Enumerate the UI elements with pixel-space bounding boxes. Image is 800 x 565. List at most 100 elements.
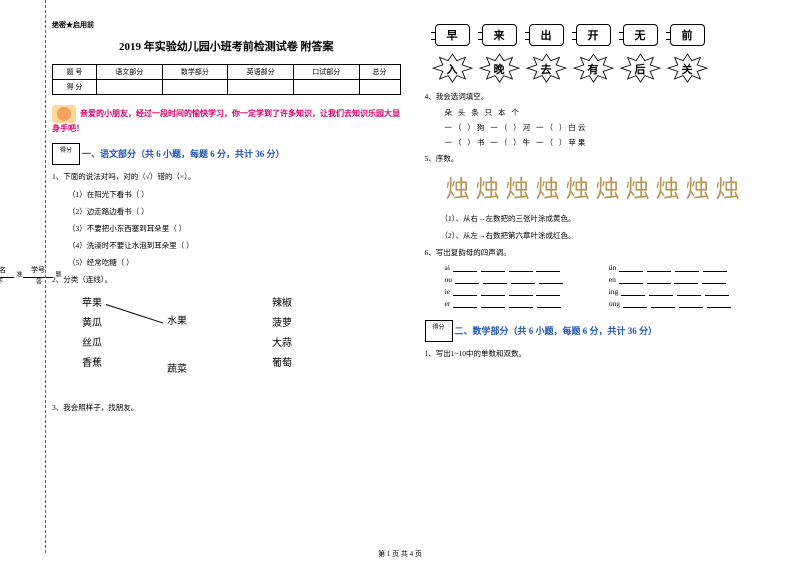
question-6: 6、写出复韵母的四声调。: [425, 247, 774, 259]
pinyin-label: ing: [609, 287, 619, 296]
leaf-icon: 烛: [505, 171, 531, 205]
burst-icon: [572, 52, 615, 84]
match-item: 香蕉: [82, 354, 102, 374]
blank: [674, 275, 698, 284]
dash-char: 不: [0, 278, 4, 284]
blank: [651, 299, 675, 308]
blank: [677, 287, 701, 296]
char-box: 早: [435, 24, 470, 46]
blank: [481, 263, 505, 272]
sub-question: （1）在阳光下看书（ ）: [68, 189, 401, 200]
dash-char: 题: [53, 271, 62, 277]
cell: [162, 80, 228, 95]
dash-char: 答: [34, 278, 43, 284]
cell: [359, 80, 400, 95]
match-item: 丝瓜: [82, 334, 102, 354]
blank: [509, 299, 533, 308]
pinyin-cell: ou: [445, 275, 609, 284]
pinyin-label: en: [609, 275, 616, 284]
dotted-fold-line: [45, 0, 46, 553]
blank: [707, 299, 731, 308]
pinyin-label: ai: [445, 263, 450, 272]
exam-title: 2019 年实验幼儿园小班考前检测试卷 附答案: [52, 38, 401, 54]
fill-line: 一（ ）书 一（ ）牛 一（ ）苹果: [445, 137, 774, 148]
char-burst: 去: [529, 56, 564, 81]
char-burst: 晚: [482, 56, 517, 81]
blank: [621, 287, 645, 296]
table-row: 得 分: [53, 80, 401, 95]
pinyin-label: ong: [609, 299, 620, 308]
sub-question: （4）洗澡时不要让水泡到耳朵里（ ）: [68, 240, 401, 251]
blank: [509, 263, 533, 272]
sub-question: （2）边走路边看书（ ）: [68, 206, 401, 217]
pinyin-row: ou en: [445, 275, 774, 284]
pinyin-label: er: [445, 299, 451, 308]
pinyin-cell: ai: [445, 263, 609, 272]
section-header: 得分 一、语文部分（共 6 小题，每题 6 分，共计 36 分）: [52, 143, 401, 166]
blank: [647, 263, 671, 272]
dash-char: 准: [14, 271, 23, 277]
binding-field: 题: [53, 271, 62, 279]
pinyin-label: ie: [445, 287, 450, 296]
burst-icon: [666, 52, 709, 84]
match-left-col: 苹果 黄瓜 丝瓜 香蕉: [82, 294, 102, 374]
cell: 语文部分: [96, 65, 162, 80]
burst-icon: [431, 52, 474, 84]
pinyin-label: ou: [445, 275, 453, 284]
pinyin-cell: ün: [609, 263, 773, 272]
match-line: [106, 304, 163, 323]
blank: [453, 263, 477, 272]
burst-icon: [619, 52, 662, 84]
right-column: 早 来 出 开 无 前 入 晚 去 有: [413, 20, 786, 550]
pinyin-cell: ing: [609, 287, 773, 296]
burst-icon: [525, 52, 568, 84]
char-burst: 后: [623, 56, 658, 81]
score-box: 得分: [425, 320, 453, 342]
question-5: 5、序数。: [425, 153, 774, 165]
leaf-icon: 烛: [565, 171, 591, 205]
secret-label: 绝密★启用前: [52, 20, 401, 30]
cell: 数学部分: [162, 65, 228, 80]
intro-text: 亲爱的小朋友，经过一段时间的愉快学习，你一定学到了许多知识，让我们去知识乐园大显…: [52, 105, 401, 135]
blank: [453, 287, 477, 296]
blank: [481, 287, 505, 296]
pinyin-row: ie ing: [445, 287, 774, 296]
match-mid-col: 水果 蔬菜: [167, 312, 187, 380]
cell: [96, 80, 162, 95]
math-question-1: 1、写出1~10中的单数和双数。: [425, 348, 774, 360]
match-item: 辣椒: [272, 294, 292, 314]
char-burst: 有: [576, 56, 611, 81]
binding-label: 学号: [23, 265, 53, 275]
binding-field: 学号 答: [23, 265, 53, 286]
char-box: 无: [623, 24, 658, 46]
cell: [293, 80, 359, 95]
blank: [536, 287, 560, 296]
char-burst: 入: [435, 56, 470, 81]
sub-question: （5）经常吃糖（ ）: [68, 257, 401, 268]
leaf-icon: 烛: [475, 171, 501, 205]
question-2: 2、分类（连线）。: [52, 274, 401, 286]
blank: [455, 275, 479, 284]
match-item: 菠萝: [272, 314, 292, 334]
char-box: 来: [482, 24, 517, 46]
score-table: 题 号 语文部分 数学部分 英语部分 口试部分 总分 得 分: [52, 64, 401, 95]
blank: [509, 287, 533, 296]
blank: [649, 287, 673, 296]
section-title-math: 二、数学部分（共 6 小题，每题 6 分，共计 36 分）: [455, 324, 658, 337]
match-item: 大蒜: [272, 334, 292, 354]
char-row-bottom: 入 晚 去 有 后 关: [435, 56, 774, 81]
binding-field: 准: [14, 271, 23, 279]
page-footer: 第 1 页 共 4 页: [0, 549, 800, 559]
cell: [228, 80, 294, 95]
leaf-row: 烛 烛 烛 烛 烛 烛 烛 烛 烛 烛: [445, 171, 774, 205]
pinyin-row: ai ün: [445, 263, 774, 272]
cell: 总分: [359, 65, 400, 80]
pinyin-label: ün: [609, 263, 617, 272]
blank: [679, 299, 703, 308]
question-3: 3、我会照样子，找朋友。: [52, 402, 401, 414]
burst-icon: [478, 52, 521, 84]
question-4: 4、我会选词填空。: [425, 91, 774, 103]
cell: 英语部分: [228, 65, 294, 80]
blank: [647, 275, 671, 284]
binding-margin: 题 学号 答 准 姓名 不 内 班级 线 封 学校 密: [22, 0, 62, 550]
